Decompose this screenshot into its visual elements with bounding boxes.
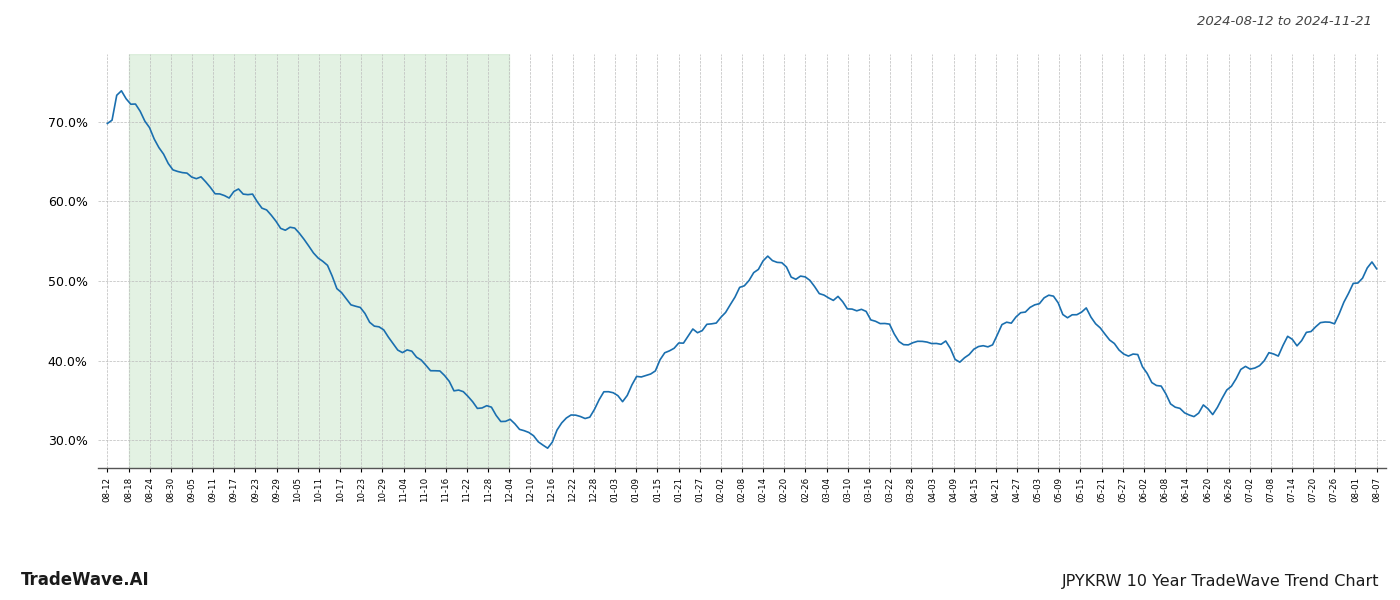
- Text: TradeWave.AI: TradeWave.AI: [21, 571, 150, 589]
- Text: JPYKRW 10 Year TradeWave Trend Chart: JPYKRW 10 Year TradeWave Trend Chart: [1061, 574, 1379, 589]
- Text: 2024-08-12 to 2024-11-21: 2024-08-12 to 2024-11-21: [1197, 15, 1372, 28]
- Bar: [129, 54, 510, 468]
